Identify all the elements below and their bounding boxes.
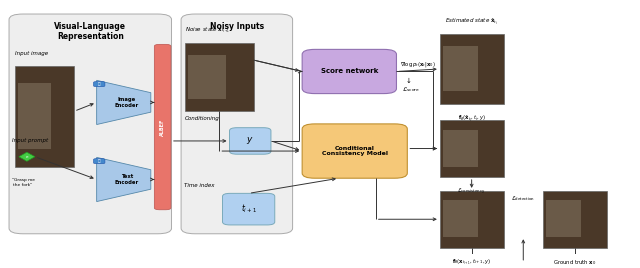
FancyBboxPatch shape — [9, 14, 172, 234]
Polygon shape — [97, 80, 151, 125]
Text: $\mathcal{L}_\mathrm{detection}$: $\mathcal{L}_\mathrm{detection}$ — [511, 194, 535, 203]
FancyBboxPatch shape — [443, 46, 478, 91]
Text: $\mathbf{f}_\theta(\hat{\mathbf{x}}_{t_i}, t_i, y)$: $\mathbf{f}_\theta(\hat{\mathbf{x}}_{t_i… — [458, 114, 486, 124]
Text: ⚿: ⚿ — [98, 159, 100, 163]
Text: $y$: $y$ — [246, 135, 254, 146]
FancyBboxPatch shape — [443, 200, 478, 237]
Text: Time index: Time index — [184, 183, 215, 188]
Text: ALBEF: ALBEF — [160, 118, 165, 136]
Text: $\mathbf{f}_\theta(\mathbf{x}_{t_{i+1}}, t_{i+1}, y)$: $\mathbf{f}_\theta(\mathbf{x}_{t_{i+1}},… — [452, 258, 492, 267]
FancyBboxPatch shape — [93, 81, 105, 87]
Polygon shape — [19, 152, 35, 161]
FancyBboxPatch shape — [440, 120, 504, 177]
FancyBboxPatch shape — [302, 124, 407, 178]
Text: Input prompt: Input prompt — [12, 138, 49, 143]
Text: $\mathcal{L}_\mathrm{score}$: $\mathcal{L}_\mathrm{score}$ — [401, 85, 420, 94]
FancyBboxPatch shape — [443, 130, 478, 167]
FancyBboxPatch shape — [154, 44, 171, 210]
Text: Score network: Score network — [321, 69, 378, 75]
Text: Image
Encoder: Image Encoder — [115, 97, 139, 108]
Text: Conditional
Consistency Model: Conditional Consistency Model — [322, 146, 388, 157]
Text: Ground truth $\mathbf{x}_0$: Ground truth $\mathbf{x}_0$ — [553, 258, 596, 267]
Text: ⚿: ⚿ — [98, 82, 100, 86]
FancyBboxPatch shape — [440, 34, 504, 104]
Text: $\downarrow$: $\downarrow$ — [404, 76, 412, 85]
Text: Noise state $\mathbf{x}_{t_{i+1}}$: Noise state $\mathbf{x}_{t_{i+1}}$ — [185, 26, 230, 35]
FancyBboxPatch shape — [440, 191, 504, 248]
Text: Text
Encoder: Text Encoder — [115, 174, 139, 185]
Text: Input image: Input image — [15, 51, 49, 56]
Text: e: e — [26, 155, 28, 159]
Text: Noisy Inputs: Noisy Inputs — [210, 22, 264, 31]
FancyBboxPatch shape — [302, 49, 396, 94]
Text: $t_{i+1}$: $t_{i+1}$ — [241, 203, 257, 215]
FancyBboxPatch shape — [223, 193, 275, 225]
FancyBboxPatch shape — [230, 128, 271, 154]
FancyBboxPatch shape — [188, 55, 226, 99]
FancyBboxPatch shape — [185, 43, 253, 111]
Text: Estimated state $\hat{\mathbf{x}}_{t_i}$: Estimated state $\hat{\mathbf{x}}_{t_i}$ — [445, 16, 498, 27]
FancyBboxPatch shape — [19, 83, 51, 149]
Polygon shape — [97, 157, 151, 202]
Text: "Grasp me
the fork": "Grasp me the fork" — [12, 178, 35, 187]
Text: $\nabla \log p_t(\mathbf{x}_t|\mathbf{x}_0)$: $\nabla \log p_t(\mathbf{x}_t|\mathbf{x}… — [399, 60, 435, 69]
Text: Visual-Language
Representation: Visual-Language Representation — [54, 22, 126, 41]
Text: Conditioning: Conditioning — [184, 116, 219, 121]
Text: $\mathcal{L}_\mathrm{consistency}$: $\mathcal{L}_\mathrm{consistency}$ — [458, 187, 486, 197]
FancyBboxPatch shape — [15, 66, 74, 167]
FancyBboxPatch shape — [546, 200, 581, 237]
FancyBboxPatch shape — [543, 191, 607, 248]
FancyBboxPatch shape — [181, 14, 292, 234]
FancyBboxPatch shape — [93, 159, 105, 164]
